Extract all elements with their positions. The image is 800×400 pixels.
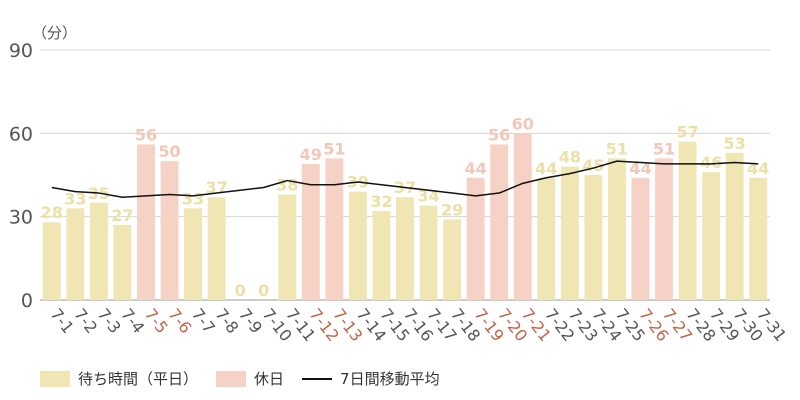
- bar: [66, 208, 85, 300]
- bar: [396, 197, 414, 300]
- bar: [702, 172, 721, 300]
- x-tick-label: 7-3: [94, 305, 125, 337]
- bar: [607, 158, 626, 300]
- bar: [89, 202, 108, 300]
- x-tick-label: 7-9: [235, 305, 266, 337]
- bar: [301, 163, 320, 300]
- x-tick-label: 7-6: [164, 305, 195, 337]
- data-label: 57: [676, 123, 698, 142]
- y-tick-label: 90: [9, 40, 33, 62]
- bar: [42, 222, 61, 300]
- bar: [749, 177, 768, 300]
- data-label: 28: [41, 203, 63, 222]
- data-label: 44: [535, 159, 557, 178]
- data-label: 50: [158, 142, 180, 161]
- bar: [348, 191, 367, 300]
- bar: [137, 144, 155, 300]
- y-unit-label: （分）: [32, 24, 77, 42]
- bar: [725, 152, 744, 300]
- data-label: 44: [747, 159, 769, 178]
- data-label: 60: [512, 114, 534, 133]
- bar: [443, 219, 462, 300]
- bar: [325, 158, 344, 300]
- x-tick-label: 7-7: [188, 305, 219, 337]
- data-label: 45: [582, 156, 604, 175]
- data-label: 53: [724, 134, 746, 153]
- x-tick-label: 7-4: [117, 305, 148, 337]
- x-tick-label: 7-1: [47, 305, 78, 337]
- data-label: 33: [64, 189, 86, 208]
- legend-label-weekday: 待ち時間（平日）: [78, 370, 199, 388]
- data-label: 32: [370, 192, 392, 211]
- legend-item-holiday: 休日: [216, 368, 284, 389]
- legend-label-average: 7日間移動平均: [340, 370, 440, 388]
- legend-swatch-holiday: [216, 370, 247, 387]
- legend: 待ち時間（平日） 休日 7日間移動平均: [40, 368, 440, 389]
- data-label: 48: [559, 148, 581, 167]
- data-label: 49: [300, 145, 322, 164]
- x-tick-label: 7-2: [70, 305, 101, 337]
- data-label: 56: [135, 125, 157, 144]
- y-tick-label: 30: [9, 207, 33, 229]
- y-tick-label: 0: [21, 290, 33, 312]
- bar: [584, 175, 603, 300]
- data-label: 46: [700, 153, 722, 172]
- bar: [419, 205, 438, 300]
- data-label: 44: [465, 159, 487, 178]
- bar: [490, 144, 509, 300]
- series-line: [51, 160, 759, 198]
- bar: [160, 161, 179, 300]
- data-label: 0: [258, 281, 269, 300]
- data-label: 33: [182, 189, 204, 208]
- x-tick-label: 7-8: [211, 305, 242, 337]
- bar: [537, 177, 556, 300]
- data-label: 51: [606, 139, 628, 158]
- data-label: 0: [235, 281, 246, 300]
- bar: [513, 133, 532, 300]
- legend-swatch-average: [302, 377, 333, 380]
- data-label: 51: [653, 139, 675, 158]
- bar: [631, 177, 650, 300]
- bars: [42, 133, 768, 300]
- moving-average-line: [51, 160, 759, 198]
- bar: [466, 177, 485, 300]
- x-tick-label: 7-5: [141, 305, 172, 337]
- data-label: 27: [111, 206, 133, 225]
- bar: [207, 197, 226, 300]
- bar: [678, 141, 697, 300]
- bar: [655, 158, 673, 300]
- bar: [560, 166, 579, 300]
- data-label: 56: [488, 125, 510, 144]
- bar: [184, 208, 203, 300]
- bar: [278, 194, 297, 300]
- legend-item-average: 7日間移動平均: [302, 368, 440, 389]
- legend-item-weekday: 待ち時間（平日）: [40, 368, 198, 389]
- legend-swatch-weekday: [40, 370, 70, 387]
- data-label: 51: [323, 139, 345, 158]
- data-label: 29: [441, 200, 463, 219]
- legend-label-holiday: 休日: [254, 370, 285, 388]
- data-label: 38: [276, 175, 298, 194]
- y-tick-label: 60: [9, 123, 33, 145]
- bar: [372, 211, 391, 300]
- bar: [113, 225, 132, 300]
